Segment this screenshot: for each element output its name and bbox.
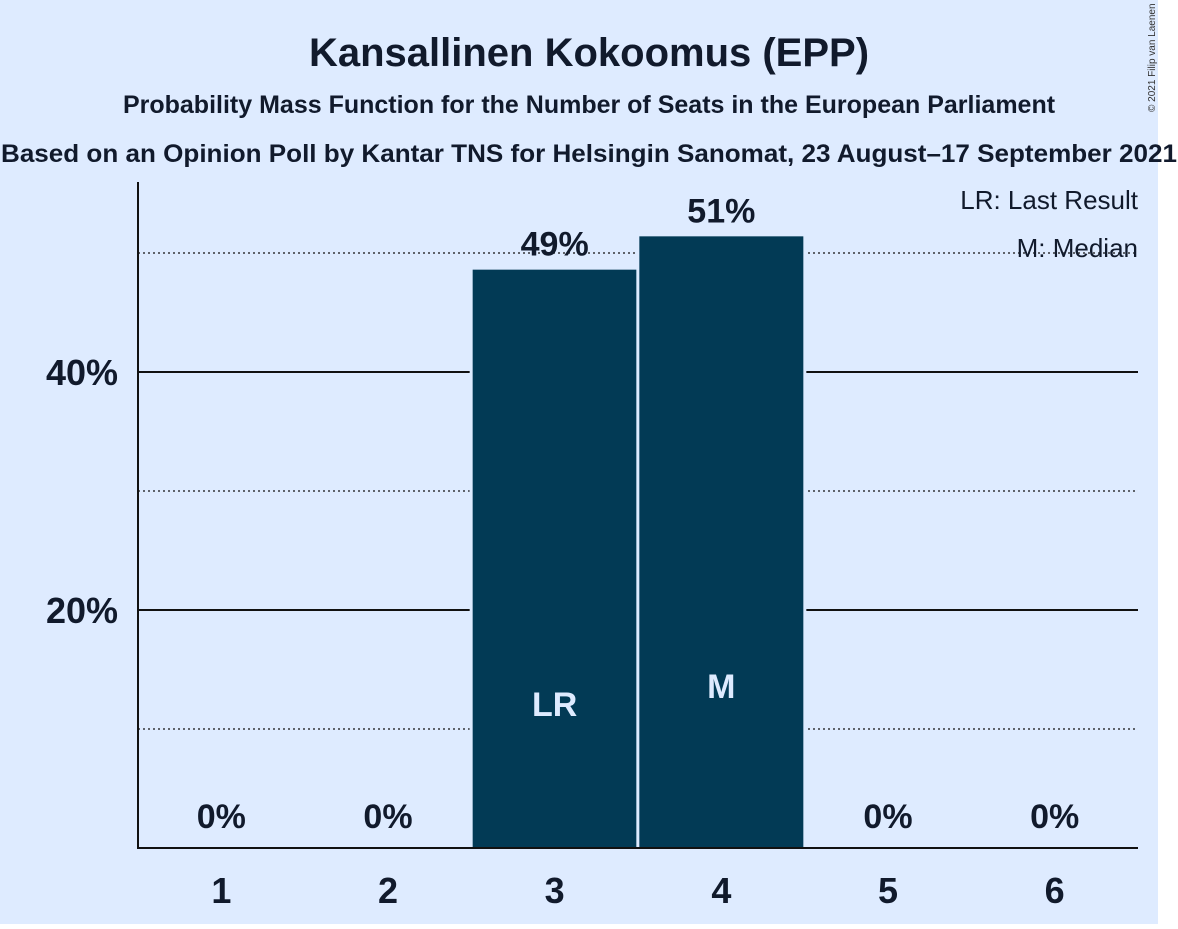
chart-source-line: Based on an Opinion Poll by Kantar TNS f… xyxy=(1,140,1177,168)
x-tick-label: 5 xyxy=(878,870,898,911)
x-tick-label: 2 xyxy=(378,870,398,911)
bar-value-label: 51% xyxy=(687,192,755,230)
x-tick-label: 6 xyxy=(1045,870,1065,911)
y-tick-label: 40% xyxy=(46,352,118,393)
axes: 20% 40% 1 2 3 4 5 6 xyxy=(46,182,1138,911)
x-tick-label: 1 xyxy=(211,870,231,911)
bar-value-label: 49% xyxy=(521,226,589,264)
bar-value-label: 0% xyxy=(863,798,912,836)
legend-median: M: Median xyxy=(1017,233,1138,263)
x-tick-label: 4 xyxy=(711,870,731,911)
bar-value-label: 0% xyxy=(363,798,412,836)
value-labels: 0% 0% 49% LR 51% M 0% 0% xyxy=(197,192,1079,836)
bar-value-label: 0% xyxy=(1030,798,1079,836)
bar xyxy=(639,236,804,849)
bar xyxy=(472,269,637,848)
y-tick-label: 20% xyxy=(46,590,118,631)
legend-last-result: LR: Last Result xyxy=(960,185,1139,215)
x-tick-label: 3 xyxy=(545,870,565,911)
bar-marker-label: LR xyxy=(532,686,577,724)
bar-value-label: 0% xyxy=(197,798,246,836)
bars xyxy=(469,236,807,849)
copyright-note: © 2021 Filip van Laenen xyxy=(1147,3,1158,112)
chart-subtitle: Probability Mass Function for the Number… xyxy=(123,91,1056,119)
chart-title: Kansallinen Kokoomus (EPP) xyxy=(309,31,869,75)
bar-marker-label: M xyxy=(707,668,735,706)
